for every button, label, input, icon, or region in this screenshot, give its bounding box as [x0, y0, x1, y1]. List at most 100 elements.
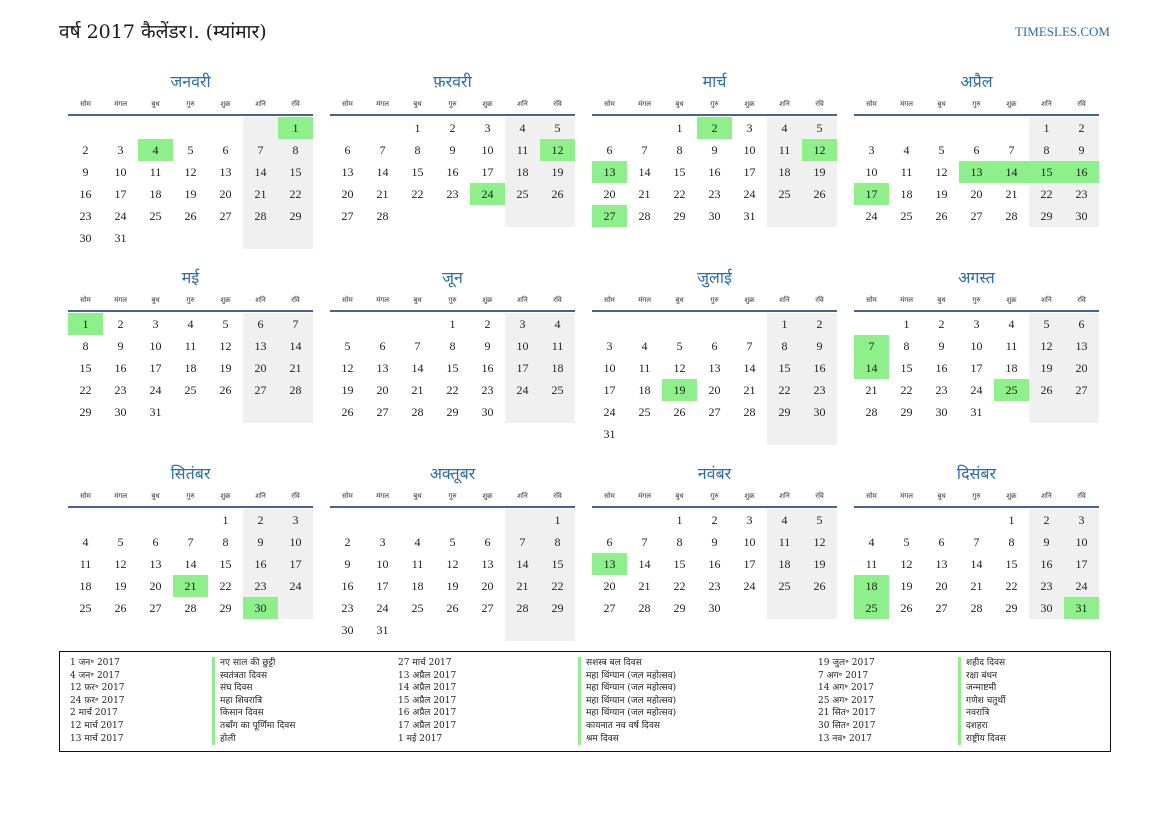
calendar-day: 2 [484, 317, 491, 331]
calendar-day: 19 [1029, 357, 1064, 379]
calendar-day: 14 [743, 361, 756, 375]
calendar-day: 29 [219, 601, 232, 615]
calendar-day: 10 [743, 535, 756, 549]
month-name: जून [442, 268, 463, 287]
calendar-day: 16 [446, 165, 459, 179]
calendar-day: 12 [446, 557, 459, 571]
holiday-date: 7 अग॰ 2017 [818, 670, 869, 681]
calendar-day: 4 [540, 313, 575, 335]
calendar-day: 2 [711, 513, 718, 527]
calendar-day: 3 [379, 535, 386, 549]
calendar-day: 7 [243, 139, 278, 161]
calendar-day: 4 [187, 317, 194, 331]
empty-day [854, 313, 889, 335]
holiday-date: 13 नव॰ 2017 [818, 733, 872, 744]
weekday-label: रवि [291, 492, 300, 500]
calendar-day: 20 [481, 579, 494, 593]
calendar-day: 14 [243, 161, 278, 183]
calendar-day: 13 [592, 553, 627, 575]
calendar-day: 10 [970, 339, 983, 353]
holiday-date: 27 मार्च 2017 [398, 658, 452, 668]
calendar-day: 23 [708, 579, 721, 593]
calendar-day: 9 [711, 535, 718, 549]
calendar-day: 15 [540, 553, 575, 575]
calendar-day: 14 [854, 357, 889, 379]
calendar-day: 17 [743, 557, 756, 571]
calendar-day: 2 [449, 121, 456, 135]
calendar-day: 25 [900, 209, 913, 223]
calendar-day: 12 [673, 361, 686, 375]
empty-day [662, 313, 697, 335]
weekday-label: बुध [675, 296, 684, 304]
calendar-day: 19 [341, 383, 354, 397]
month-name: फ़रवरी [433, 72, 472, 91]
weekday-label: बुध [675, 100, 684, 108]
calendar-day: 20 [376, 383, 389, 397]
calendar-day: 25 [505, 183, 540, 205]
calendar-day: 21 [743, 383, 756, 397]
weekday-label: बुध [151, 296, 160, 304]
calendar-day: 24 [376, 601, 389, 615]
weekday-label: शुक्र [482, 492, 493, 500]
calendar-day: 20 [243, 357, 278, 379]
calendar-day: 21 [173, 575, 208, 597]
empty-day [697, 313, 732, 335]
weekday-label: गुरु [710, 100, 719, 108]
empty-day [435, 509, 470, 531]
calendar-day: 3 [484, 121, 491, 135]
weekday-label: रवि [553, 296, 562, 304]
calendar-day: 21 [638, 579, 651, 593]
calendar-day: 15 [446, 361, 459, 375]
calendar-day: 22 [219, 579, 232, 593]
calendar-day: 1 [449, 317, 456, 331]
weekday-label: शनि [1041, 492, 1052, 500]
calendar-day: 28 [376, 209, 389, 223]
calendar-day: 18 [1005, 361, 1018, 375]
calendar-day: 27 [708, 405, 721, 419]
holiday-name: महा थिंग्यान (जल महोत्सव) [578, 682, 676, 695]
holiday-date: 14 अप्रैल 2017 [398, 683, 457, 694]
empty-day [208, 401, 243, 423]
calendar-day: 15 [673, 165, 686, 179]
empty-day [365, 117, 400, 139]
calendar-day: 18 [767, 161, 802, 183]
calendar-day: 18 [149, 187, 162, 201]
day-grid: 1 2 3 4 5 6 7 8 9 10 11 12 13 14 15 16 17 18 19 20 21 22 23 24 2… [854, 117, 1099, 227]
calendar-day: 5 [344, 339, 351, 353]
calendar-day: 5 [802, 509, 837, 531]
day-grid: 1 2 3 4 5 6 7 8 9 10 11 12 13 14 15 16 17 18 19 20 21 22 23 24 2… [68, 117, 313, 249]
holiday-name: महा थिंग्यान (जल महोत्सव) [578, 669, 676, 683]
calendar-day: 28 [411, 405, 424, 419]
holiday-date: 19 जुल॰ 2017 [818, 658, 875, 668]
weekday-header: सोम मंगल बुध गुरु शुक्र शनि रवि [330, 292, 575, 312]
weekday-header: सोम मंगल बुध गुरु शुक्र शनि रवि [68, 292, 313, 312]
day-grid: 1 2 3 4 5 6 7 8 9 10 11 12 13 14 15 16 17 18 19 20 21 22 23 24 2… [68, 509, 313, 619]
calendar-day: 10 [603, 361, 616, 375]
calendar-day: 8 [676, 143, 683, 157]
calendar-day: 14 [184, 557, 197, 571]
empty-day [627, 313, 662, 335]
calendar-day: 24 [1064, 575, 1099, 597]
weekday-label: रवि [291, 296, 300, 304]
day-grid: 1 2 3 4 5 6 7 8 9 10 11 12 13 14 15 16 17 18 19 20 21 22 23 24 2… [330, 509, 575, 641]
month-name: दिसंबर [956, 464, 997, 483]
calendar-day: 9 [802, 335, 837, 357]
calendar-day: 24 [278, 575, 313, 597]
calendar-day: 16 [935, 361, 948, 375]
calendar-day: 20 [935, 579, 948, 593]
site-link[interactable]: TIMESLES.COM [1015, 24, 1110, 39]
calendar-day: 2 [117, 317, 124, 331]
month-block: जून सोम मंगल बुध गुरु शुक्र शनि रवि 1 2 3 4 5 6 7 8 9 10 1… [330, 266, 575, 423]
empty-day [435, 619, 470, 641]
empty-day [208, 227, 243, 249]
empty-day [994, 117, 1029, 139]
empty-day [505, 619, 540, 641]
page-title: वर्ष 2017 कैलेंडर।. (म्यांमार) [59, 21, 267, 43]
calendar-day: 8 [1029, 139, 1064, 161]
weekday-label: रवि [815, 492, 824, 500]
calendar-day: 7 [641, 143, 648, 157]
weekday-label: बुध [937, 492, 946, 500]
calendar-day: 19 [446, 579, 459, 593]
holiday-name: शहीद दिवस [958, 657, 1006, 670]
weekday-label: मंगल [900, 100, 913, 108]
